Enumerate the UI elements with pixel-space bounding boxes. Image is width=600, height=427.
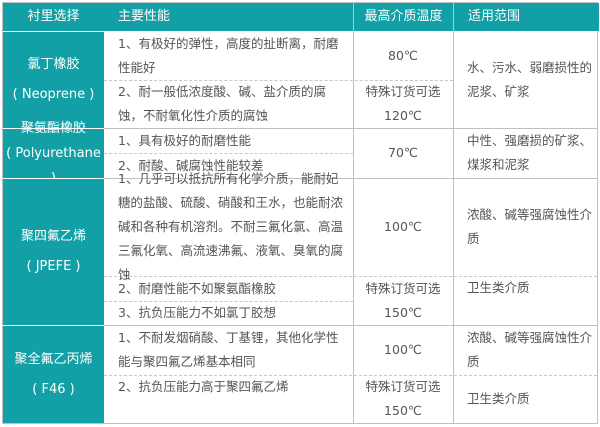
- lining-code: ( F46 ): [32, 381, 75, 397]
- property-item: 2、耐磨性能不如聚氨酯橡胶: [118, 280, 276, 296]
- lining-ptfe: 聚四氟乙烯 ( JPEFE ): [3, 178, 104, 325]
- lining-f46: 聚全氟乙丙烯 ( F46 ): [3, 325, 104, 423]
- temp-value: 150℃: [384, 304, 422, 320]
- temp-note: 特殊订货可选: [365, 379, 441, 394]
- application-text: 浓酸、碱等强腐蚀性介质: [467, 330, 593, 369]
- property-item: 1、有极好的弹性，高度的扯断离，耐磨性能好: [118, 35, 339, 75]
- property-item: 3、抗负压能力不如氯丁胶想: [118, 305, 276, 320]
- temp-value: 120℃: [384, 108, 422, 123]
- temp-value: 100℃: [384, 342, 422, 357]
- temp-value: 70℃: [388, 145, 418, 160]
- temp-note: 特殊订货可选: [365, 84, 441, 99]
- application-text: 浓酸、碱等强腐蚀性介质: [467, 207, 593, 246]
- property-item: 1、几乎可以抵抗所有化学介质，能耐妃糖的盐酸、硫酸、硝酸和王水，也能耐浓碱和各种…: [118, 171, 344, 282]
- lining-name: 聚氨酯橡胶: [20, 121, 86, 136]
- lining-code: ( Neoprene ): [12, 87, 95, 102]
- header-properties: 主要性能: [104, 3, 353, 31]
- property-item: 1、不耐发烟硝酸、丁基锂，其他化学性能与聚四氟乙烯基本相同: [118, 330, 339, 369]
- lining-name: 聚四氟乙烯: [20, 229, 86, 244]
- lining-polyurethane: 聚氨酯橡胶( Polyurethane ): [3, 121, 104, 186]
- temp-value: 80℃: [388, 47, 418, 63]
- application-text: 卫生类介质: [467, 280, 530, 295]
- lining-neoprene: 氯丁橡胶 ( Neoprene ): [3, 31, 104, 128]
- application-text: 中性、强磨损的矿浆、煤浆和泥浆: [467, 133, 593, 172]
- temp-special: 特殊订货可选 120℃: [353, 80, 453, 128]
- application-text: 卫生类介质: [467, 391, 530, 406]
- property-item: 2、耐一般低浓度酸、碱、盐介质的腐蚀，不耐氧化性介质的腐蚀: [118, 84, 326, 123]
- lining-name: 氯丁橡胶: [27, 57, 80, 72]
- temp-value: 100℃: [384, 219, 422, 234]
- temp-special: 特殊订货可选 150℃: [353, 276, 453, 325]
- property-item: 1、具有极好的耐磨性能: [118, 132, 251, 148]
- header-lining: 衬里选择: [3, 3, 104, 31]
- property-item: 2、耐酸、碱腐蚀性能较差: [118, 157, 264, 173]
- temp-value: 150℃: [384, 403, 422, 418]
- property-item: 2、抗负压能力高于聚四氟乙烯: [118, 379, 289, 394]
- header-application: 适用范围: [453, 3, 599, 31]
- lining-code: ( JPEFE ): [26, 259, 81, 274]
- temp-note: 特殊订货可选: [365, 280, 441, 296]
- header-max-temp: 最高介质温度: [353, 3, 453, 31]
- temp-special: 特殊订货可选 150℃: [353, 375, 453, 423]
- lining-name: 聚全氟乙丙烯: [14, 351, 93, 367]
- application-text: 水、污水、弱磨损性的泥浆、矿浆: [467, 59, 593, 99]
